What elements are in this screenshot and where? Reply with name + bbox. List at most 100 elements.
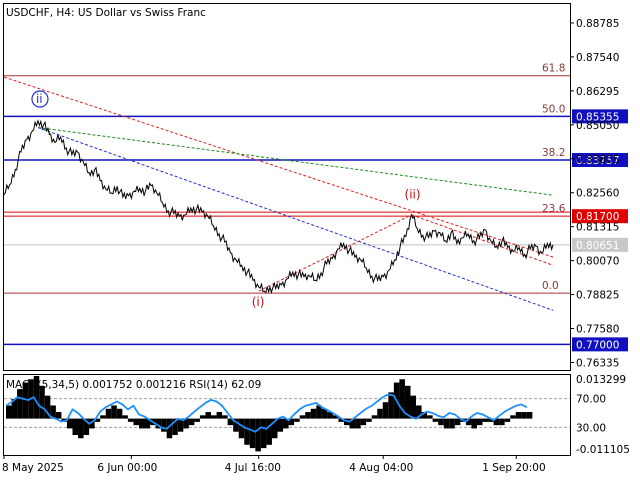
macd-bar [244,418,250,445]
macd-bar [199,415,206,419]
macd-bar [338,418,344,422]
x-tick-label: 8 May 2025 [2,462,64,474]
macd-bar [299,415,306,419]
macd-bar [482,418,489,422]
macd-bar [277,418,284,432]
macd-bar [100,415,106,419]
macd-bar [255,418,261,452]
macd-bar [454,418,461,426]
macd-bar [349,418,356,429]
macd-bar [360,418,367,426]
y-tick-label: 0.82560 [576,188,619,200]
fib-level-label: 61.8 [542,63,565,75]
macd-bar [526,412,533,419]
macd-bar [144,418,151,429]
current-price-tag-text: 0.80651 [576,240,619,252]
macd-bar [266,418,272,445]
macd-bar [443,418,450,429]
macd-bar [327,412,333,419]
price-level-tag-text: 0.77000 [576,339,619,351]
macd-bar [133,418,139,426]
macd-bar [271,418,278,439]
macd-bar [305,412,311,419]
macd-bar [233,418,239,432]
macd-bar [44,395,51,419]
macd-bar [11,398,18,419]
macd-bar [249,418,256,449]
y-tick-label: 0.78825 [576,290,619,302]
sub-y-tick-label: -0.011105 [576,444,630,456]
wave-label: (ii) [405,187,421,201]
y-tick-label: 0.88785 [576,18,619,30]
fib-level-label: 50.0 [542,103,565,115]
wave-line [258,214,412,292]
sub-y-tick-label: 0.013299 [576,374,626,386]
y-tick-label: 0.87540 [576,52,619,64]
macd-bar [222,415,228,419]
macd-bar [6,405,12,419]
macd-bar [66,418,73,429]
macd-bar [17,389,23,419]
rsi-line [5,393,528,433]
fib-level-label: 38.2 [542,147,565,159]
macd-bar [404,385,411,419]
fib-level-label: 0.0 [542,280,559,292]
symbol-label: USDCHF, H4: US Dollar vs Swiss Franc [6,7,206,19]
macd-bar [216,412,223,419]
macd-bar [283,418,289,429]
macd-bar [321,408,328,419]
y-tick-label: 0.76335 [576,358,619,370]
macd-bar [510,415,516,419]
macd-bar [310,408,317,419]
macd-bar [55,412,62,419]
macd-bar [388,392,394,419]
price-level-tag-text: 0.85355 [576,111,619,123]
macd-bar [399,379,405,419]
macd-bar [33,375,40,419]
macd-bar [116,408,123,419]
price-level-tag [572,109,628,124]
current-price-tag [572,237,628,252]
wave-label: ii [36,92,43,106]
y-tick-label: 0.83805 [576,154,619,166]
macd-bar [138,418,145,429]
macd-bar [205,412,212,419]
price-level-tag [572,153,628,167]
macd-bar [227,418,234,426]
trend-line [37,127,554,196]
macd-bar [343,418,350,426]
macd-bar [465,418,472,426]
macd-bar [194,418,200,422]
macd-bar [515,412,522,419]
macd-bar [410,395,417,419]
macd-bar [105,408,112,419]
macd-bar [127,418,134,422]
macd-bar [161,418,167,432]
wave-label: (i) [252,295,265,309]
macd-bar [50,405,56,419]
y-tick-label: 0.85050 [576,120,619,132]
price-level-tag [572,209,628,224]
y-tick-label: 0.77580 [576,324,619,336]
macd-bar [177,418,184,432]
macd-bar [122,415,128,419]
x-tick-label: 1 Sep 20:00 [482,462,545,474]
macd-bar [211,415,217,419]
macd-bar [39,385,45,419]
macd-bar [83,418,90,435]
macd-bar [332,415,339,419]
macd-bar [94,418,101,422]
macd-bar [238,418,245,439]
price-level-tag-text: 0.81700 [576,211,619,223]
sub-y-tick-label: 30.00 [576,422,606,434]
x-tick-label: 4 Aug 04:00 [349,462,413,474]
macd-bar [499,418,505,426]
macd-bar [421,412,428,419]
macd-bar [260,418,267,449]
macd-bar [72,418,79,435]
macd-bar [294,418,300,422]
macd-bar [288,418,295,426]
y-tick-label: 0.81315 [576,222,619,234]
